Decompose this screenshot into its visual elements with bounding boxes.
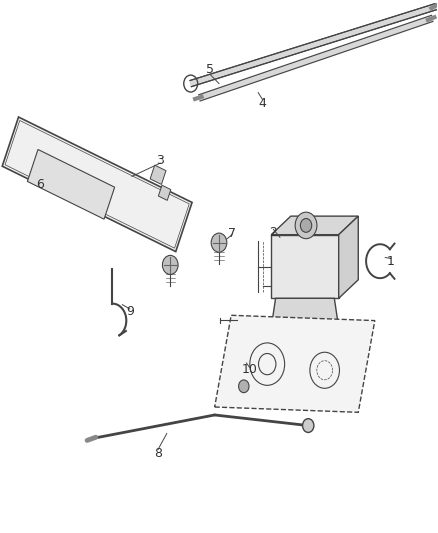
Text: 4: 4 [258, 96, 266, 110]
Text: 5: 5 [206, 63, 214, 76]
Polygon shape [199, 15, 433, 101]
Polygon shape [271, 298, 339, 327]
Circle shape [295, 212, 317, 239]
Circle shape [211, 233, 227, 252]
Circle shape [300, 219, 312, 232]
Circle shape [239, 380, 249, 393]
Text: 10: 10 [241, 364, 258, 376]
Circle shape [162, 255, 178, 274]
Polygon shape [271, 235, 339, 298]
Polygon shape [215, 316, 375, 413]
Text: 3: 3 [156, 154, 164, 167]
Polygon shape [150, 165, 166, 184]
Polygon shape [271, 216, 358, 235]
Text: 6: 6 [37, 178, 45, 191]
Polygon shape [159, 185, 171, 200]
Polygon shape [339, 216, 358, 298]
Polygon shape [28, 149, 115, 219]
Text: 1: 1 [387, 255, 395, 268]
Circle shape [303, 419, 314, 432]
Polygon shape [271, 327, 339, 343]
Polygon shape [190, 4, 436, 87]
Text: 9: 9 [126, 305, 134, 318]
Text: 8: 8 [154, 447, 162, 459]
Text: 7: 7 [228, 227, 236, 240]
Text: 2: 2 [269, 225, 277, 239]
Polygon shape [2, 117, 192, 252]
